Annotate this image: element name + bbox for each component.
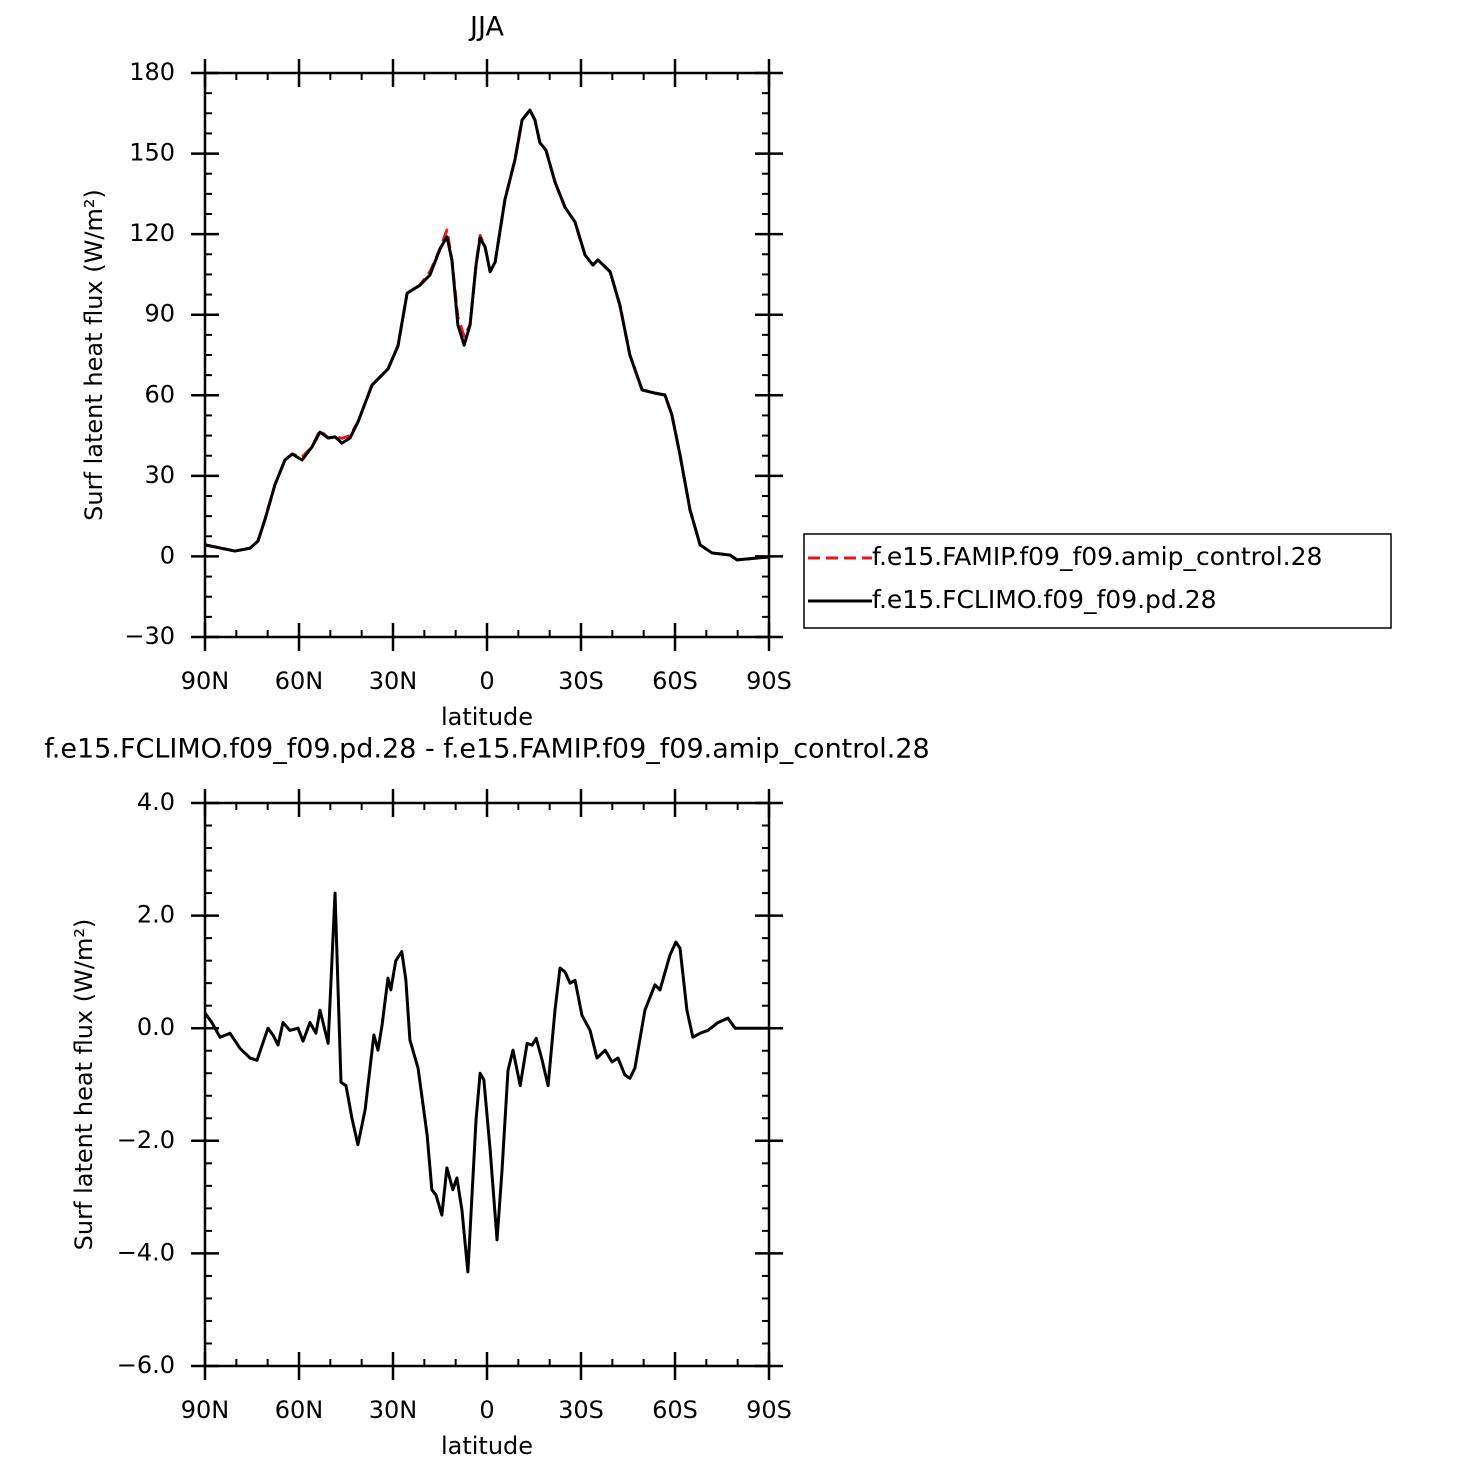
x-tick-label: 60S [652,1396,698,1424]
legend-label: f.e15.FCLIMO.f09_f09.pd.28 [872,585,1217,614]
chart-title: JJA [468,12,504,43]
x-tick-label: 30S [558,1396,604,1424]
x-tick-label: 0 [479,1396,494,1424]
y-tick-label: 120 [129,219,175,247]
y-tick-label: −6.0 [117,1351,175,1379]
chart-title: f.e15.FCLIMO.f09_f09.pd.28 - f.e15.FAMIP… [44,734,929,765]
y-tick-label: 90 [144,300,175,328]
x-tick-label: 60S [652,667,698,695]
series-line [204,108,770,562]
series-line [203,891,769,1274]
legend-label: f.e15.FAMIP.f09_f09.amip_control.28 [872,542,1322,571]
x-tick-label: 90S [746,667,792,695]
y-tick-label: 4.0 [137,788,175,816]
y-tick-label: 60 [144,380,175,408]
y-axis-label: Surf latent heat flux (W/m²) [70,919,98,1251]
x-tick-label: 0 [479,667,494,695]
x-tick-label: 90N [181,1396,230,1424]
x-axis-label: latitude [441,1432,533,1460]
y-tick-label: 180 [129,58,175,86]
plot-frame [203,801,771,1368]
legend-box [803,533,1392,629]
x-tick-label: 30N [369,667,418,695]
y-tick-label: −30 [124,622,175,650]
y-tick-label: 150 [129,139,175,167]
x-tick-label: 60N [275,1396,324,1424]
y-tick-label: 2.0 [137,901,175,929]
series-line [204,108,770,562]
y-axis-label: Surf latent heat flux (W/m²) [80,189,108,521]
x-tick-label: 30S [558,667,604,695]
x-axis-label: latitude [441,703,533,731]
x-tick-label: 60N [275,667,324,695]
x-tick-label: 90N [181,667,230,695]
x-tick-label: 90S [746,1396,792,1424]
y-tick-label: 30 [144,461,175,489]
y-tick-label: −2.0 [117,1126,175,1154]
x-tick-label: 30N [369,1396,418,1424]
y-tick-label: −4.0 [117,1238,175,1266]
plot-frame [203,71,771,639]
y-tick-label: 0.0 [137,1013,175,1041]
y-tick-label: 0 [160,541,175,569]
